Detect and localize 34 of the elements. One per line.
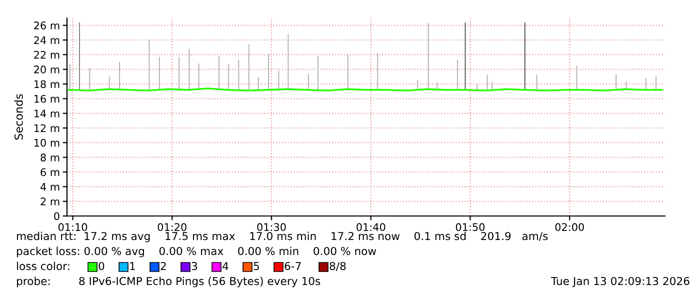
y-tick-label: 4 m <box>40 183 60 191</box>
text: Tue Jan 13 02:09:13 2026 <box>550 276 690 288</box>
y-tick-label: 26 m <box>34 22 60 30</box>
legend-label: 8/8 <box>330 262 346 271</box>
x-tick-label: 01:20 <box>158 223 186 232</box>
y-tick-label: 24 m <box>34 36 60 44</box>
text: packet loss: 0.00 % avg 0.00 % max 0.00 % min 0.00 % now <box>16 246 376 258</box>
y-tick-label: 18 m <box>34 80 60 88</box>
legend-label: 6-7 <box>284 262 301 270</box>
x-tick-label: 02:00 <box>555 223 584 232</box>
legend-label: 1 <box>130 262 135 270</box>
legend-label: 0 <box>98 262 104 270</box>
legend-label: 5 <box>254 262 259 270</box>
text: median rtt: 17.2 ms avg 17.5 ms max 17.0 ms min 17.2 ms now 0.1 ms sd 201.9 am/s <box>16 232 548 242</box>
y-axis-title: Seconds <box>14 94 23 140</box>
x-tick-label: 01:40 <box>356 223 386 232</box>
y-tick-label: 8 m <box>40 154 60 162</box>
y-tick-label: 12 m <box>34 124 60 132</box>
y-tick-label: 20 m <box>34 66 60 74</box>
y-tick-label: 16 m <box>34 94 60 103</box>
text: probe: 8 IPv6-ICMP Echo Pings (56 Bytes) every 10s <box>16 276 320 288</box>
y-tick-label: 0 <box>54 212 60 220</box>
y-tick-label: 2 m <box>40 198 60 206</box>
legend-label: 3 <box>192 262 198 270</box>
legend-label: 4 <box>222 262 228 270</box>
legend-title: loss color: <box>17 262 70 270</box>
y-tick-label: 10 m <box>34 138 60 147</box>
y-tick-label: 22 m <box>34 50 60 59</box>
y-tick-label: 6 m <box>40 168 60 176</box>
x-tick-label: 01:30 <box>257 223 286 232</box>
legend-label: 2 <box>160 262 166 270</box>
y-tick-label: 14 m <box>34 110 60 118</box>
x-tick-label: 01:10 <box>58 223 88 232</box>
x-tick-label: 01:50 <box>456 223 485 232</box>
